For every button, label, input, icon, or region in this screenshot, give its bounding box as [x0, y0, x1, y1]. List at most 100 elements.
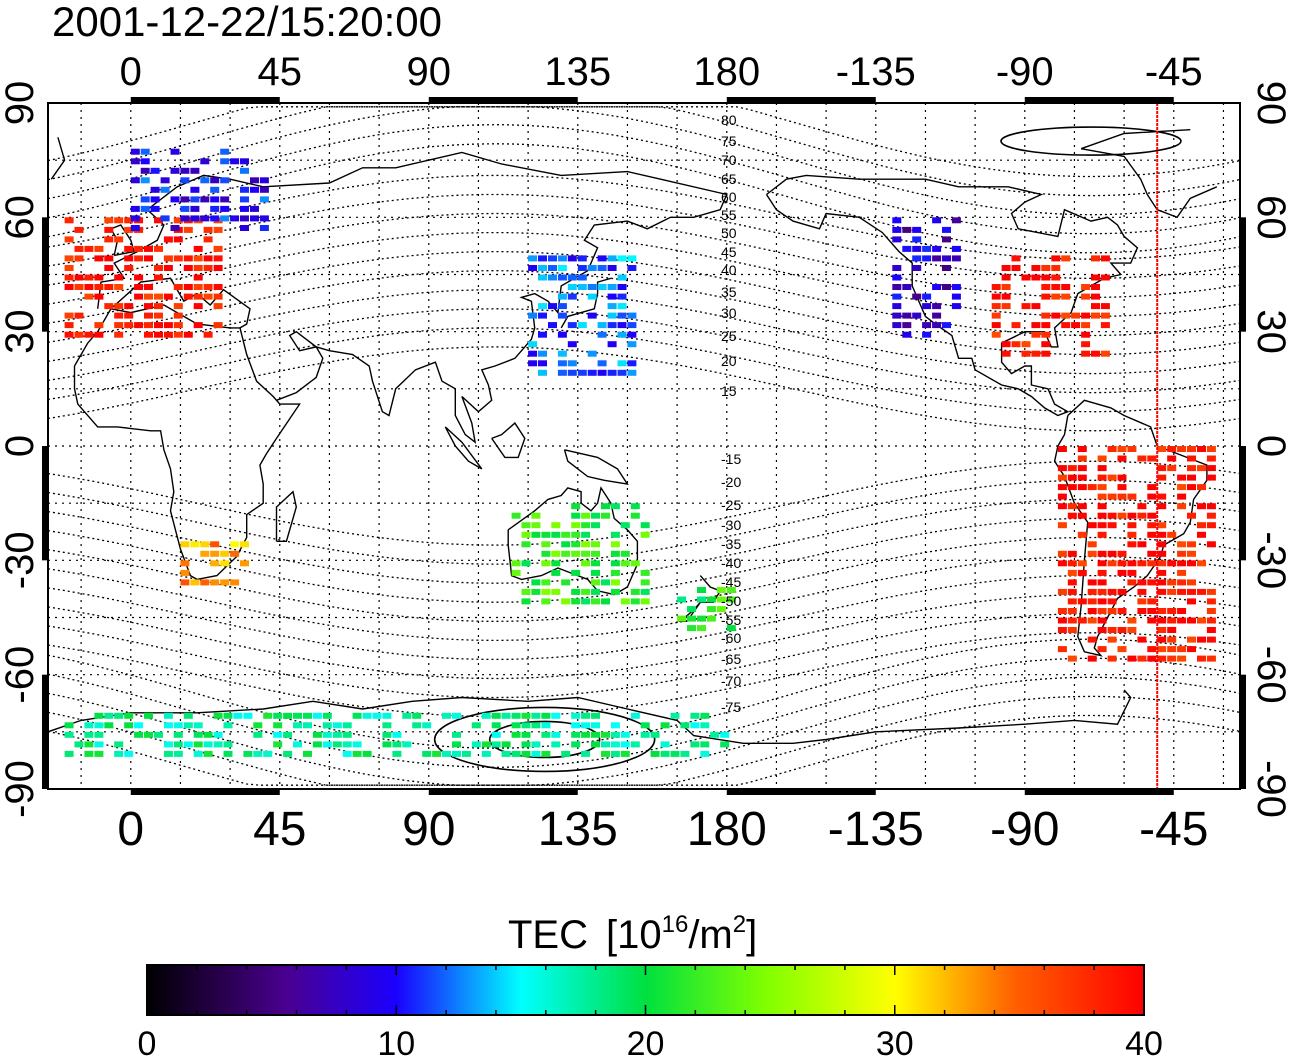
colorbar-label: 20 — [627, 1025, 665, 1057]
tec-pixel — [154, 303, 163, 310]
tec-pixel — [190, 579, 200, 586]
tec-pixel — [163, 741, 173, 748]
tec-pixel — [561, 579, 571, 586]
tec-pixel — [64, 265, 74, 271]
tec-pixel — [548, 265, 557, 271]
tec-pixel — [1067, 608, 1077, 614]
tec-pixel — [114, 750, 124, 757]
tec-pixel — [342, 722, 352, 729]
tec-pixel — [1057, 474, 1067, 481]
tec-pixel — [1147, 560, 1157, 567]
tec-pixel — [1177, 541, 1187, 548]
tec-pixel — [1127, 655, 1137, 662]
tec-pixel — [627, 369, 637, 376]
lon-label-bottom: -90 — [990, 803, 1059, 856]
tec-pixel — [1117, 474, 1127, 481]
tec-pixel — [1107, 522, 1117, 529]
axis-border-bars — [42, 97, 1246, 795]
tec-pixel — [1087, 636, 1097, 643]
tec-pixel — [1177, 655, 1187, 662]
tec-pixel — [1137, 579, 1147, 586]
tec-pixel — [203, 236, 213, 243]
tec-pixel — [1067, 627, 1077, 633]
tec-pixel — [203, 331, 213, 338]
map-plot-area — [48, 103, 1240, 789]
tec-pixel — [134, 722, 144, 729]
tec-pixel — [716, 596, 726, 603]
tec-pixel — [1077, 560, 1087, 567]
tec-pixel — [1127, 446, 1137, 452]
lon-label-top: 45 — [258, 50, 303, 94]
tec-pixel — [210, 579, 220, 586]
tec-pixel — [630, 560, 640, 567]
tec-pixel — [1167, 531, 1177, 538]
tec-pixel — [617, 322, 627, 329]
tec-pixel — [607, 312, 617, 319]
tec-pixel — [557, 303, 567, 310]
tec-pixel — [144, 322, 153, 329]
tec-pixel — [1100, 255, 1110, 262]
tec-pixel — [124, 226, 134, 233]
tec-pixel — [243, 712, 253, 719]
tec-pixel — [163, 712, 173, 719]
lat-label-right: 0 — [1249, 435, 1292, 457]
coastline — [276, 194, 728, 444]
tec-pixel — [134, 245, 144, 252]
tec-pixel — [481, 741, 491, 748]
tec-pixel — [94, 274, 104, 281]
coastline — [1080, 148, 1218, 219]
tec-pixel — [259, 177, 269, 184]
tec-pixel — [193, 293, 203, 300]
tec-pixel — [617, 331, 627, 338]
tec-pixel — [1081, 293, 1091, 300]
tec-pixel — [94, 331, 104, 338]
graticule-grid — [48, 103, 1240, 789]
tec-pixel — [922, 293, 932, 300]
geomag-contour — [48, 106, 1240, 197]
lon-label-bottom: 45 — [253, 803, 306, 856]
tec-pixel — [1197, 588, 1206, 595]
colorbar-title: TEC [1016/m2] — [508, 911, 757, 957]
tec-pixel — [581, 550, 591, 557]
tec-pixel — [1031, 274, 1041, 281]
tec-pixel — [726, 587, 736, 593]
tec-pixel — [163, 293, 173, 300]
tec-pixel — [610, 579, 620, 586]
tec-pixel — [942, 255, 951, 262]
tec-pixel — [1051, 284, 1061, 290]
tec-pixel — [922, 322, 932, 329]
tec-pixel — [610, 741, 620, 748]
tec-pixel — [160, 215, 170, 222]
tec-pixel — [991, 284, 1001, 290]
tec-pixel — [193, 741, 203, 748]
tec-pixel — [1057, 588, 1067, 595]
tec-pixel — [1061, 312, 1071, 319]
tec-pixel — [114, 284, 124, 290]
tec-pixel — [942, 265, 951, 271]
tec-pixel — [1127, 560, 1137, 567]
tec-pixel — [432, 750, 442, 757]
tec-pixel — [1067, 617, 1077, 624]
tec-pixel — [991, 322, 1001, 329]
tec-pixel — [567, 360, 577, 367]
tec-pixel — [220, 158, 230, 165]
tec-pixel — [610, 550, 620, 557]
tec-pixel — [1081, 284, 1091, 290]
tec-pixel — [170, 167, 180, 174]
tec-pixel — [64, 312, 74, 319]
tec-pixel — [1137, 655, 1147, 662]
tec-pixel — [1127, 531, 1137, 538]
tec-pixel — [521, 531, 531, 538]
tec-pixel — [1097, 579, 1107, 586]
axis-bar-left — [42, 446, 48, 561]
tec-pixel — [183, 722, 193, 729]
tec-pixel — [1187, 541, 1196, 548]
tec-pixel — [1097, 646, 1107, 653]
tec-pixel — [607, 303, 617, 310]
tec-pixel — [538, 274, 547, 281]
tec-pixel — [1187, 465, 1196, 472]
tec-pixel — [1187, 550, 1196, 557]
tec-pixel — [601, 741, 610, 748]
tec-pixel — [1067, 474, 1077, 481]
tec-pixel — [173, 217, 183, 224]
